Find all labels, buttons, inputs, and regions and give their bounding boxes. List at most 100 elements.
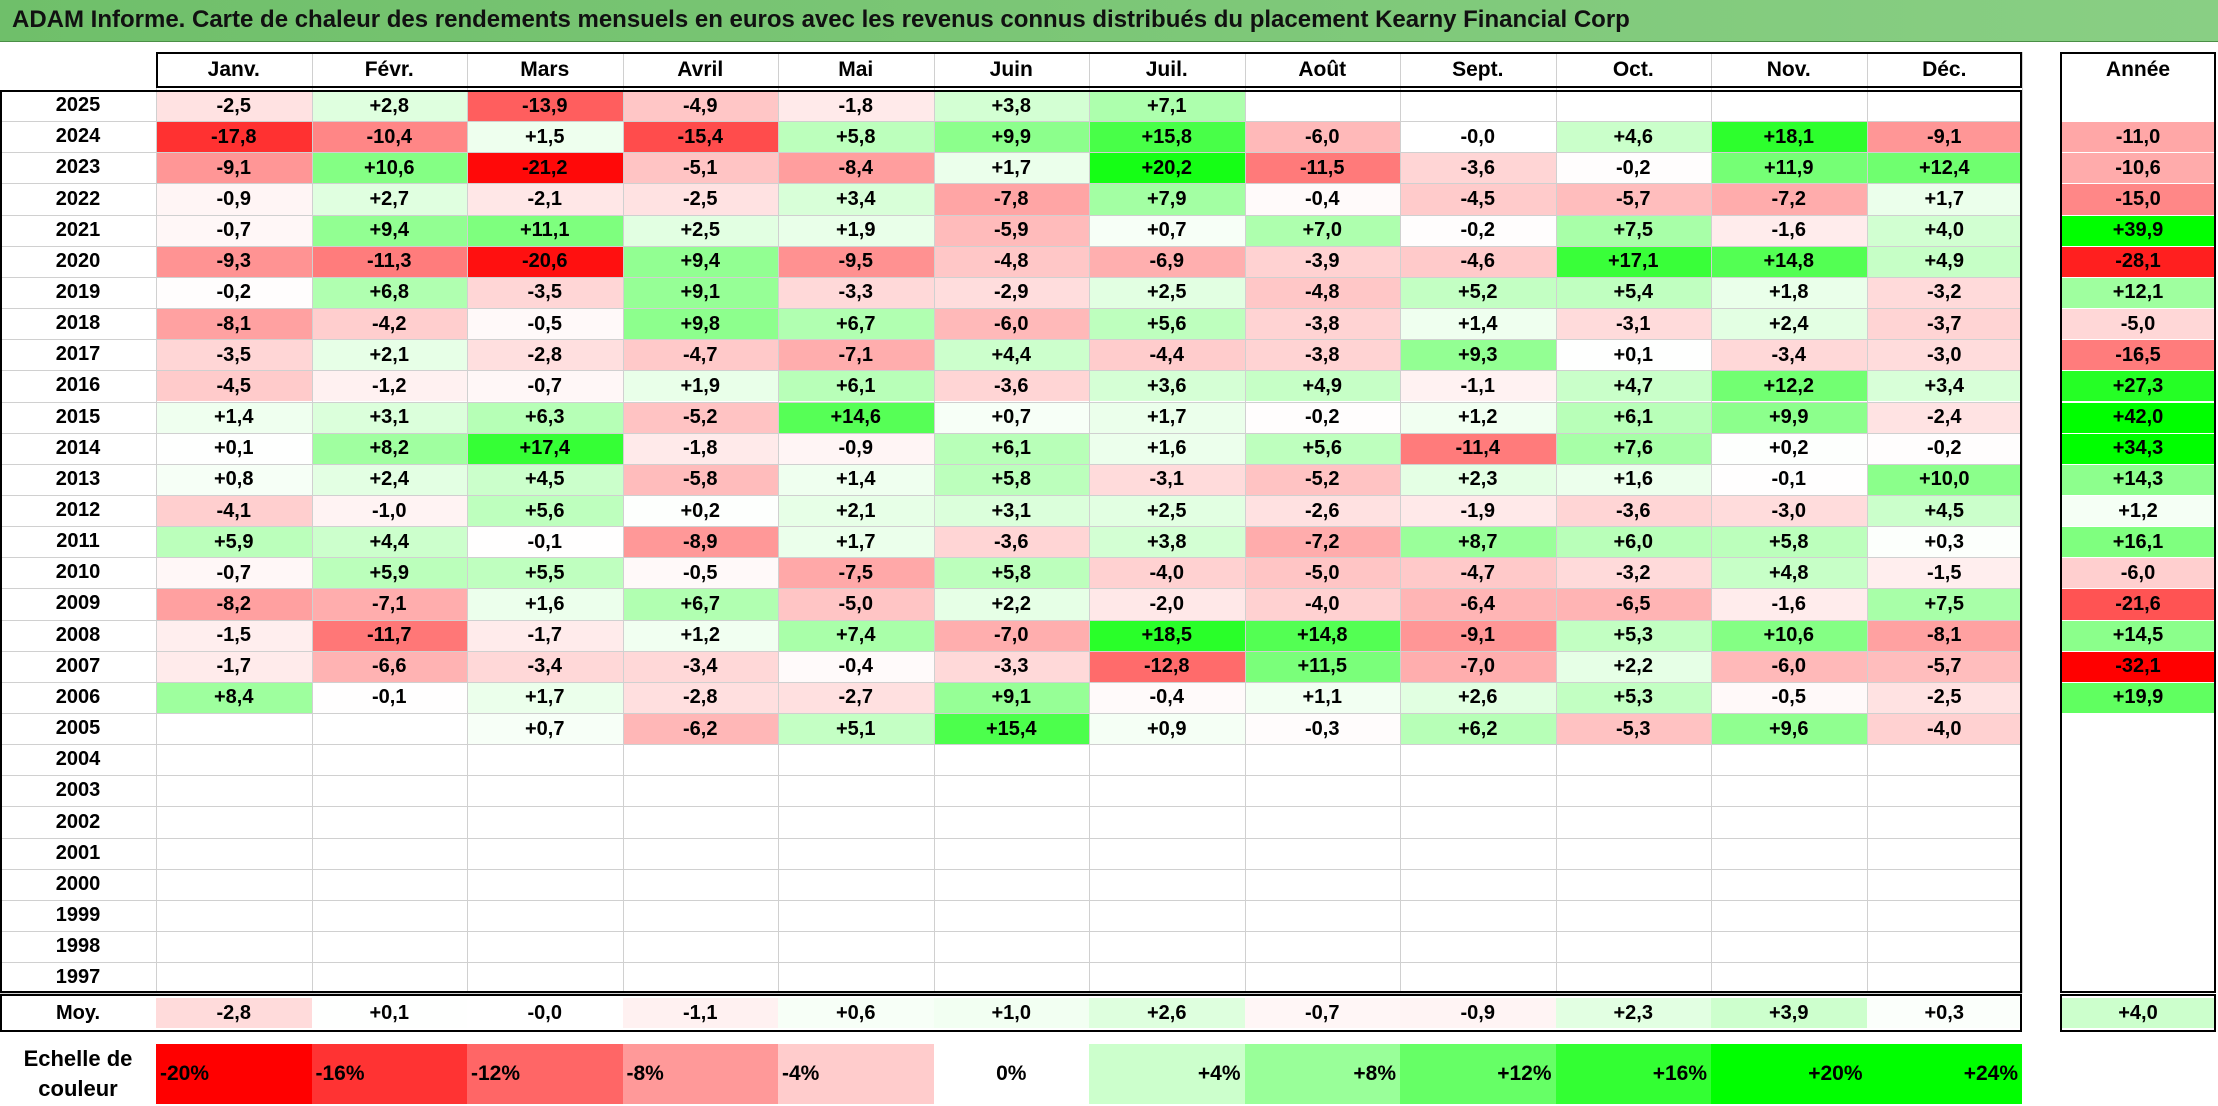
annual-cell — [2060, 776, 2216, 807]
heatmap-cell — [311, 838, 467, 869]
heatmap-cell: +9,9 — [933, 122, 1089, 153]
heatmap-cell: +3,1 — [311, 402, 467, 433]
heatmap-cell — [622, 963, 778, 994]
year-label: 2010 — [55, 561, 101, 584]
heatmap-cell — [1400, 869, 1556, 900]
year-label: 1999 — [55, 903, 101, 926]
heatmap-cell: +1,5 — [467, 122, 623, 153]
heatmap-cell: -7,2 — [1244, 527, 1400, 558]
grid-line — [0, 245, 2022, 247]
heatmap-cell — [1555, 745, 1711, 776]
heatmap-cell: +1,7 — [1089, 402, 1245, 433]
average-cell: -0,7 — [1244, 998, 1400, 1028]
heatmap-cell: -5,7 — [1866, 651, 2022, 682]
heatmap-cell: -3,5 — [467, 277, 623, 309]
heatmap-cell: -5,0 — [778, 589, 934, 620]
heatmap-cell: +6,8 — [311, 277, 467, 309]
heatmap-cell: -5,8 — [622, 464, 778, 495]
heatmap-cell: +5,6 — [467, 495, 623, 527]
grid-line — [0, 868, 2022, 870]
heatmap-cell: -6,9 — [1089, 246, 1245, 277]
color-scale-step: -20% — [156, 1044, 312, 1104]
heatmap-cell: -5,2 — [1244, 464, 1400, 495]
heatmap-cell — [1711, 745, 1867, 776]
heatmap-cell: -3,4 — [467, 651, 623, 682]
grid-line — [311, 52, 313, 994]
heatmap-cell: +3,8 — [933, 91, 1089, 122]
heatmap-cell — [467, 776, 623, 807]
heatmap-cell: +7,9 — [1089, 184, 1245, 215]
heatmap-cell — [1089, 963, 1245, 994]
heatmap-cell — [1400, 900, 1556, 932]
year-label: 2009 — [55, 592, 101, 615]
annual-cell: -5,0 — [2060, 309, 2216, 340]
heatmap-cell: -5,9 — [933, 215, 1089, 246]
heatmap-cell — [933, 963, 1089, 994]
heatmap-cell: -0,0 — [1400, 122, 1556, 153]
heatmap-cell: -11,7 — [311, 620, 467, 651]
heatmap-cell: +1,6 — [1089, 433, 1245, 464]
heatmap-cell — [778, 745, 934, 776]
heatmap-cell — [778, 900, 934, 932]
year-label: 2022 — [55, 187, 101, 210]
heatmap-cell: +20,2 — [1089, 153, 1245, 184]
color-scale-step: -16% — [311, 1044, 467, 1104]
heatmap-cell — [933, 807, 1089, 838]
heatmap-cell: +6,1 — [933, 433, 1089, 464]
heatmap-cell: -2,5 — [156, 91, 312, 122]
heatmap-cell — [1555, 932, 1711, 963]
heatmap-cell — [1400, 838, 1556, 869]
heatmap-cell: +2,4 — [311, 464, 467, 495]
heatmap-cell: -3,0 — [1866, 340, 2022, 371]
heatmap-cell — [467, 838, 623, 869]
heatmap-cell: -3,1 — [1089, 464, 1245, 495]
annual-cell — [2060, 745, 2216, 776]
heatmap-cell — [1555, 807, 1711, 838]
grid-line — [0, 121, 2022, 123]
average-annual-cell: +4,0 — [2060, 998, 2216, 1028]
heatmap-cell: -1,7 — [467, 620, 623, 651]
heatmap-cell: +3,1 — [933, 495, 1089, 527]
heatmap-cell — [311, 900, 467, 932]
year-label: 2025 — [55, 94, 101, 117]
heatmap-cell — [1711, 838, 1867, 869]
heatmap-cell: +9,1 — [933, 682, 1089, 713]
heatmap-cell — [1711, 807, 1867, 838]
heatmap-cell: +5,8 — [933, 464, 1089, 495]
color-scale-step: +24% — [1866, 1044, 2022, 1104]
heatmap-cell: +10,0 — [1866, 464, 2022, 495]
heatmap-cell: -3,6 — [933, 527, 1089, 558]
heatmap-cell — [156, 714, 312, 745]
heatmap-cell: -0,5 — [622, 558, 778, 589]
heatmap-cell: +3,8 — [1089, 527, 1245, 558]
heatmap-cell — [311, 745, 467, 776]
average-cell: -0,9 — [1400, 998, 1556, 1028]
heatmap-cell: +7,4 — [778, 620, 934, 651]
heatmap-cell: +4,4 — [933, 340, 1089, 371]
year-label: 2019 — [55, 280, 101, 303]
grid-line — [0, 899, 2022, 901]
heatmap-cell: -9,1 — [156, 153, 312, 184]
heatmap-cell: -1,1 — [1400, 371, 1556, 402]
heatmap-cell: -8,9 — [622, 527, 778, 558]
heatmap-cell: +2,8 — [311, 91, 467, 122]
year-label: 2013 — [55, 467, 101, 490]
heatmap-cell: +1,2 — [1400, 402, 1556, 433]
heatmap-cell: -2,9 — [933, 277, 1089, 309]
heatmap-cell: +3,4 — [1866, 371, 2022, 402]
heatmap-cell: +12,2 — [1711, 371, 1867, 402]
heatmap-cell: +8,2 — [311, 433, 467, 464]
heatmap-cell: -7,2 — [1711, 184, 1867, 215]
heatmap-cell: -0,5 — [467, 309, 623, 340]
heatmap-cell: +11,5 — [1244, 651, 1400, 682]
month-header: Déc. — [1922, 58, 1967, 81]
annual-cell: +12,1 — [2060, 277, 2216, 309]
average-cell: +2,6 — [1089, 998, 1245, 1028]
heatmap-cell: +7,6 — [1555, 433, 1711, 464]
heatmap-cell: -0,2 — [1400, 215, 1556, 246]
grid-line — [0, 276, 2022, 278]
heatmap-cell: +18,1 — [1711, 122, 1867, 153]
heatmap-cell: -1,7 — [156, 651, 312, 682]
heatmap-cell: -8,2 — [156, 589, 312, 620]
heatmap-cell — [1400, 776, 1556, 807]
